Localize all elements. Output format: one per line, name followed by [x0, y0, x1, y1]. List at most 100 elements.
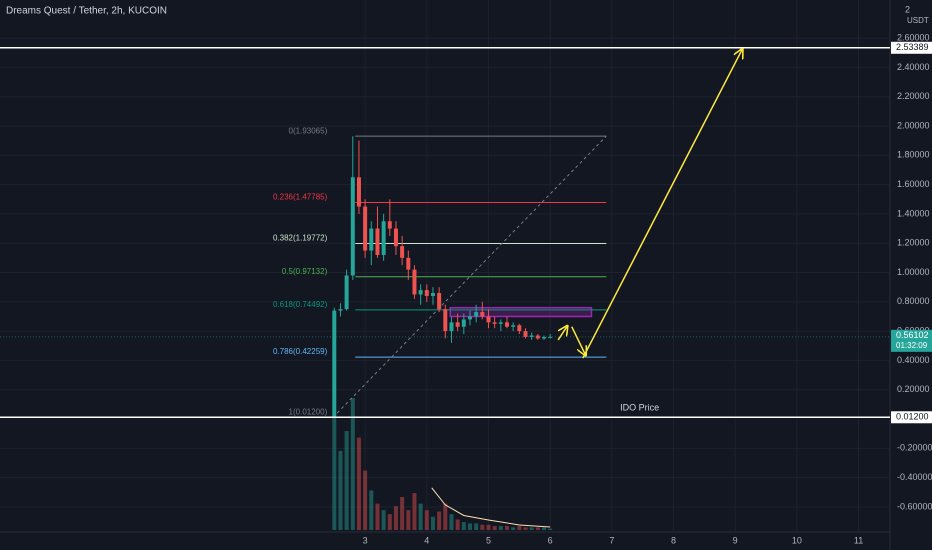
y-tick-label: 0.40000 — [897, 355, 930, 365]
arrow — [557, 327, 567, 341]
candle-body — [350, 177, 355, 276]
volume-bar — [418, 503, 423, 530]
candle-body — [406, 257, 411, 270]
volume-bar — [480, 524, 485, 530]
fib-label: 0.618(0.74492) — [273, 300, 328, 309]
volume-bar — [535, 527, 540, 530]
volume-ma-line — [431, 487, 551, 528]
candle-body — [449, 322, 454, 332]
chart-title: Dreams Quest / Tether, 2h, KUCOIN — [6, 6, 167, 17]
currency-label: USDT — [907, 16, 929, 25]
volume-bar — [406, 510, 411, 530]
volume-bar — [363, 470, 368, 530]
x-tick-label: 7 — [609, 535, 614, 545]
candle-body — [529, 335, 534, 337]
volume-bar — [356, 437, 361, 530]
volume-bar — [400, 497, 405, 530]
volume-bar — [350, 398, 355, 530]
volume-bar — [461, 522, 466, 530]
arrow — [571, 326, 586, 355]
volume-bar — [486, 524, 491, 530]
volume-bar — [332, 417, 337, 530]
y-tick-label: -0.60000 — [897, 501, 932, 511]
plot: 0(1.93065) 0.236(1.47785) 0.382(1.19772) 0.… — [0, 48, 890, 530]
countdown-label: 01:32:09 — [896, 341, 928, 350]
volume-bar — [369, 490, 374, 530]
volume-bar — [474, 523, 479, 530]
price-line-label-box — [891, 41, 932, 54]
fib-label: 0.382(1.19772) — [273, 234, 328, 243]
candle-body — [356, 177, 361, 207]
y-tick-label: -0.40000 — [897, 472, 932, 482]
price-line-label: 0.01200 — [896, 412, 929, 422]
candle-body — [486, 316, 491, 323]
volume-bar — [498, 526, 503, 530]
candle-body — [400, 246, 405, 258]
volume-bar — [430, 516, 435, 530]
candle-body — [381, 221, 386, 255]
candle-body — [480, 312, 485, 317]
last-price-box — [891, 329, 932, 352]
candle-body — [455, 322, 460, 327]
candle-body — [344, 275, 349, 310]
candle-body — [393, 228, 398, 247]
y-tick-label: 1.40000 — [897, 208, 930, 218]
candle-body — [375, 228, 380, 255]
y-tick-label: -0.20000 — [897, 443, 932, 453]
candle-body — [541, 336, 546, 339]
price-line-label-box — [891, 411, 932, 424]
candle-body — [424, 290, 429, 296]
volume-bar — [424, 510, 429, 530]
y-tick-label: 0.20000 — [897, 384, 930, 394]
arrow — [582, 50, 742, 359]
volume-bar — [548, 528, 553, 530]
fib-label: 1(0.01200) — [289, 407, 328, 416]
volume-bar — [393, 506, 398, 530]
axis-corner-label: 2 — [905, 4, 910, 14]
candle-body — [443, 309, 448, 332]
y-tick-label: 1.80000 — [897, 150, 930, 160]
candle-body — [523, 331, 528, 337]
axes: 2.60000 2.40000 2.20000 2.00000 1.80000 1.600… — [363, 32, 932, 545]
fib-label: 0.5(0.97132) — [282, 267, 328, 276]
volume-bar — [412, 493, 417, 530]
volume-bar — [387, 514, 392, 530]
candle-body — [338, 309, 343, 311]
price-axis-panel — [890, 0, 932, 550]
y-tick-label: 2.40000 — [897, 62, 930, 72]
candle-body — [548, 336, 553, 338]
x-tick-label: 4 — [424, 535, 429, 545]
y-tick-label: 1.60000 — [897, 179, 930, 189]
volume-bar — [455, 519, 460, 530]
trend-line — [332, 135, 607, 418]
price-line-note: IDO Price — [620, 403, 659, 413]
candle-body — [535, 335, 540, 339]
candle-body — [418, 290, 423, 295]
candle-body — [474, 312, 479, 317]
x-tick-label: 11 — [854, 535, 863, 545]
x-tick-label: 9 — [733, 535, 738, 545]
candle-body — [504, 322, 509, 327]
x-tick-label: 5 — [486, 535, 491, 545]
candle-body — [387, 221, 392, 229]
fib-label: 0(1.93065) — [289, 126, 328, 135]
volume-bar — [504, 526, 509, 530]
y-tick-label: 2.60000 — [897, 32, 930, 42]
fib-label: 0.786(0.42259) — [273, 347, 328, 356]
volume-bar — [467, 523, 472, 530]
y-tick-label: 2.00000 — [897, 120, 930, 130]
candle-body — [412, 269, 417, 295]
zone-box — [449, 306, 593, 318]
candle-body — [363, 206, 368, 251]
volume-bar — [443, 503, 448, 530]
x-tick-label: 6 — [548, 535, 553, 545]
volume-bar — [511, 527, 516, 530]
volume-bar — [517, 526, 522, 530]
volume-bar — [492, 526, 497, 530]
candle-body — [511, 325, 516, 327]
candle-body — [332, 310, 337, 418]
volume-bar — [523, 527, 528, 530]
